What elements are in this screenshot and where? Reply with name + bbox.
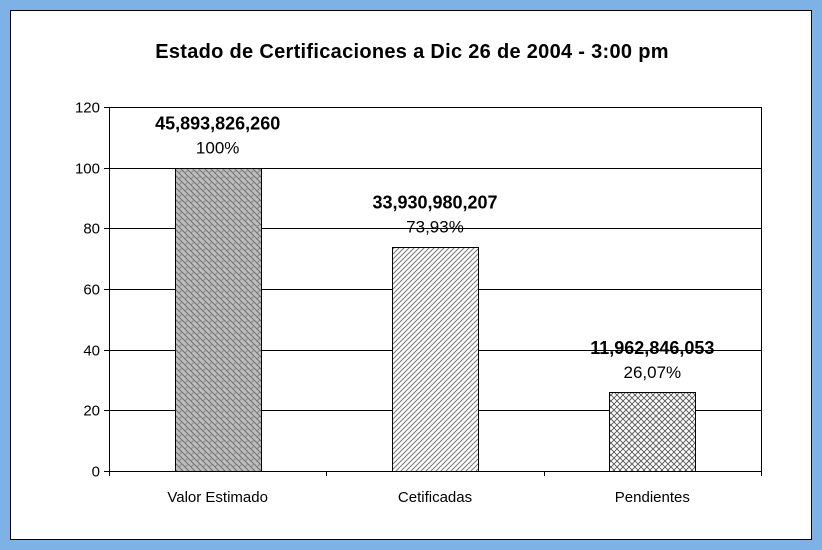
data-label-percent: 73,93%	[406, 218, 464, 237]
bar-valor-estimado	[175, 168, 262, 472]
data-label-amount: 11,962,846,053	[590, 338, 714, 358]
data-label-amount: 45,893,826,260	[155, 114, 280, 134]
x-category-label: Valor Estimado	[167, 489, 268, 506]
y-tick-label: 0	[92, 464, 100, 481]
chart-panel: Estado de Certificaciones a Dic 26 de 20…	[10, 10, 812, 540]
chart-title: Estado de Certificaciones a Dic 26 de 20…	[155, 41, 669, 63]
y-tick-label: 100	[75, 161, 100, 178]
y-tick-label: 80	[83, 221, 100, 238]
bars	[175, 168, 696, 472]
x-category-label: Cetificadas	[398, 489, 472, 506]
data-label-percent: 26,07%	[623, 363, 681, 382]
bar-chart: 0 20 40 60 80 100 120 Valor Estimado 45,893,826…	[75, 100, 762, 506]
y-tick-label: 20	[83, 403, 100, 420]
axes: 0 20 40 60 80 100 120	[75, 100, 762, 481]
y-tick-label: 120	[75, 100, 100, 117]
data-label-amount: 33,930,980,207	[372, 193, 497, 213]
bar-pendientes	[609, 392, 696, 472]
x-category-label: Pendientes	[615, 489, 690, 506]
y-tick-label: 40	[83, 343, 100, 360]
data-label-percent: 100%	[196, 139, 239, 158]
labels: Valor Estimado 45,893,826,260 100% Cetifica…	[155, 114, 714, 506]
bar-cetificadas	[392, 247, 479, 472]
y-tick-label: 60	[83, 282, 100, 299]
